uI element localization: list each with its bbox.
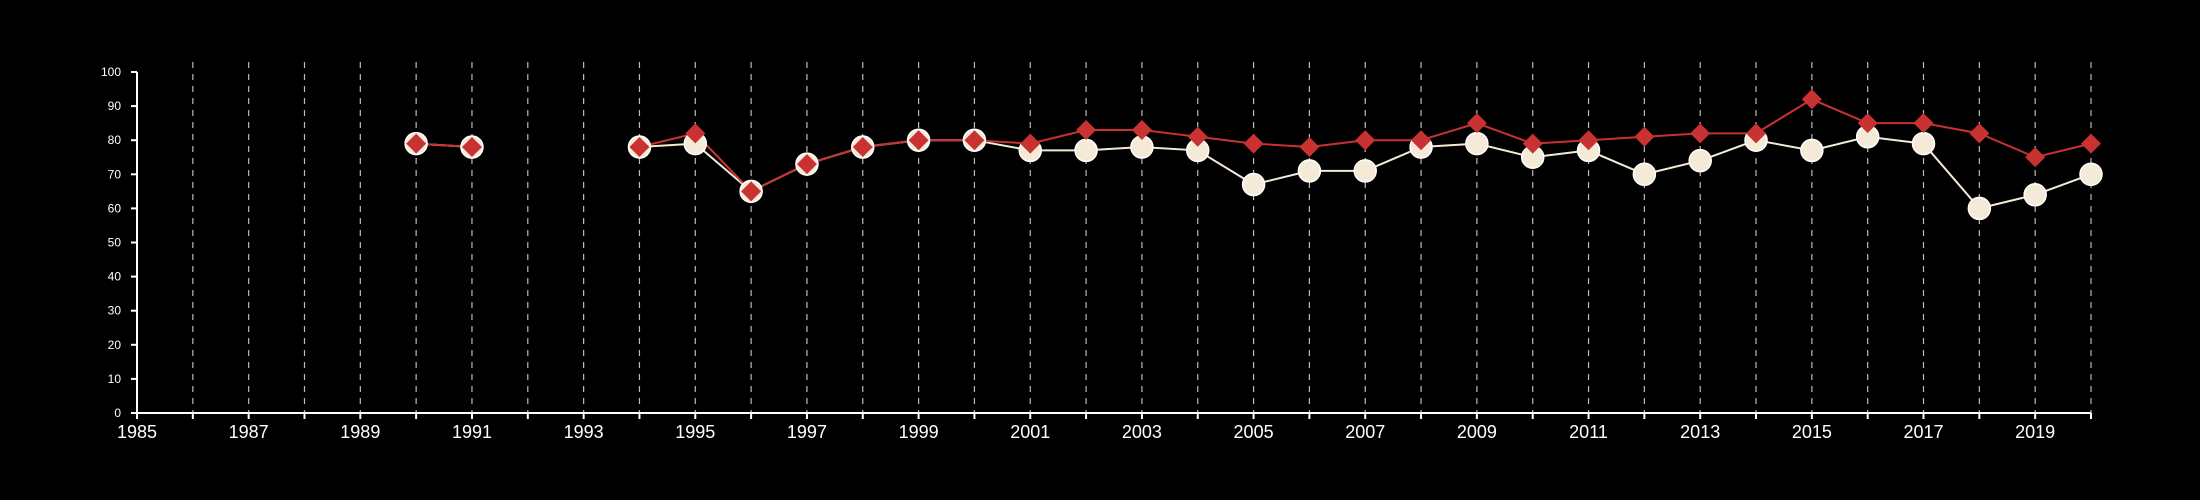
series bbox=[404, 89, 2103, 221]
data-point-circle bbox=[1353, 159, 1377, 183]
y-tick-label: 10 bbox=[108, 372, 122, 386]
data-point-circle bbox=[1800, 138, 1824, 163]
data-point-diamond bbox=[1690, 123, 1711, 144]
markers-diamond bbox=[406, 89, 2101, 202]
data-point-diamond bbox=[741, 181, 762, 202]
axes bbox=[136, 72, 2091, 414]
data-point-diamond bbox=[2081, 133, 2101, 154]
x-tick-label: 1995 bbox=[675, 422, 715, 442]
data-point-circle bbox=[1911, 131, 1936, 156]
grid-lines bbox=[192, 62, 2092, 413]
x-tick-label: 2011 bbox=[1569, 422, 1608, 442]
data-point-circle bbox=[2079, 162, 2103, 187]
x-tick-label: 1997 bbox=[787, 422, 827, 442]
data-point-diamond bbox=[1076, 119, 1097, 140]
y-tick-label: 40 bbox=[108, 270, 122, 284]
y-tick-label: 30 bbox=[108, 304, 122, 318]
y-tick-label: 50 bbox=[108, 236, 122, 250]
x-tick-label: 1993 bbox=[564, 422, 604, 442]
data-point-diamond bbox=[1913, 113, 1934, 134]
data-point-diamond bbox=[629, 137, 650, 158]
x-tick-label: 2007 bbox=[1345, 422, 1385, 442]
data-point-diamond bbox=[1020, 133, 1041, 154]
x-tick-label: 2017 bbox=[1903, 422, 1943, 442]
x-tick-label: 2001 bbox=[1010, 422, 1050, 442]
x-tick-label: 1987 bbox=[229, 422, 269, 442]
data-point-diamond bbox=[964, 130, 985, 151]
data-point-diamond bbox=[796, 154, 817, 175]
data-point-circle bbox=[1632, 162, 1657, 187]
x-tick-label: 2009 bbox=[1457, 422, 1497, 442]
data-point-diamond bbox=[852, 137, 873, 158]
x-tick-label: 2003 bbox=[1122, 422, 1162, 442]
data-point-circle bbox=[1465, 131, 1489, 156]
data-point-diamond bbox=[1857, 113, 1878, 134]
y-tick-label: 90 bbox=[108, 99, 122, 113]
data-point-circle bbox=[1241, 172, 1266, 197]
data-point-circle bbox=[1074, 138, 1098, 163]
data-point-circle bbox=[1967, 196, 1992, 221]
data-point-diamond bbox=[1243, 133, 1264, 154]
axis-ticks: 1985 1987 1989 1991 1993 1995 1997 1999 2001 2003… bbox=[101, 65, 2092, 442]
data-point-diamond bbox=[1746, 123, 1767, 144]
data-point-diamond bbox=[1411, 130, 1432, 151]
x-tick-label: 1999 bbox=[899, 422, 939, 442]
y-tick-label: 0 bbox=[114, 406, 121, 420]
data-point-circle bbox=[1297, 159, 1322, 183]
data-point-diamond bbox=[1522, 133, 1543, 154]
y-tick-label: 100 bbox=[101, 65, 121, 79]
x-tick-label: 1985 bbox=[117, 422, 157, 442]
markers-circle bbox=[404, 125, 2103, 221]
data-point-diamond bbox=[1634, 126, 1655, 147]
y-tick-label: 80 bbox=[108, 133, 122, 147]
data-point-diamond bbox=[1801, 89, 1822, 110]
data-point-diamond bbox=[1578, 130, 1599, 151]
x-tick-label: 2013 bbox=[1680, 422, 1720, 442]
data-point-diamond bbox=[1355, 130, 1376, 151]
y-tick-label: 70 bbox=[108, 167, 122, 181]
x-tick-label: 1991 bbox=[452, 422, 492, 442]
data-point-diamond bbox=[2025, 147, 2046, 168]
y-tick-label: 20 bbox=[108, 338, 122, 352]
data-point-circle bbox=[2023, 183, 2047, 207]
data-point-diamond bbox=[1299, 137, 1320, 158]
y-tick-label: 60 bbox=[108, 201, 122, 215]
data-point-diamond bbox=[685, 123, 706, 144]
data-point-diamond bbox=[406, 133, 427, 154]
data-point-diamond bbox=[1466, 113, 1487, 134]
data-point-diamond bbox=[908, 130, 929, 151]
x-tick-label: 2019 bbox=[2015, 422, 2055, 442]
data-point-diamond bbox=[1187, 126, 1208, 147]
x-tick-label: 1989 bbox=[340, 422, 380, 442]
data-point-diamond bbox=[1969, 123, 1990, 144]
data-point-diamond bbox=[1131, 119, 1152, 140]
x-tick-label: 2015 bbox=[1792, 422, 1832, 442]
data-point-diamond bbox=[461, 137, 482, 158]
data-point-circle bbox=[1688, 148, 1712, 173]
x-tick-label: 2005 bbox=[1234, 422, 1274, 442]
